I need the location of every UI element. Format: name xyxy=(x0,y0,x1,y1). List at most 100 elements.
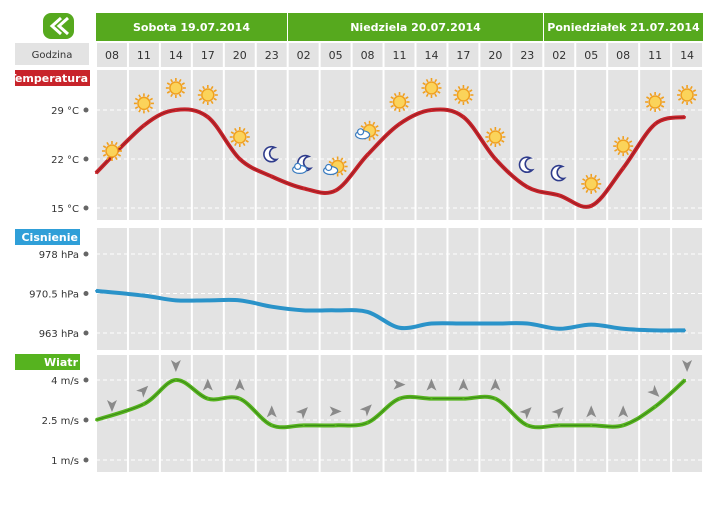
hour-label: 08 xyxy=(616,49,630,62)
temperature-point xyxy=(684,116,687,118)
pressure-point xyxy=(366,310,369,313)
wind-point xyxy=(494,397,497,400)
wind-direction-icon xyxy=(393,379,406,390)
day-header-bg xyxy=(544,13,703,41)
column-bg xyxy=(224,355,255,472)
pressure-point xyxy=(590,323,593,326)
column-bg xyxy=(608,228,639,350)
wind-direction-icon xyxy=(266,405,277,418)
column-bg xyxy=(672,355,703,472)
wind-direction-icon xyxy=(106,400,117,412)
hour-label: 17 xyxy=(201,49,215,62)
temperature-panel: Temperatura 29 °C 22 °C 15 °C xyxy=(9,70,703,220)
hour-label: 02 xyxy=(552,49,566,62)
pressure-point xyxy=(302,309,305,312)
tick-dot xyxy=(83,107,89,113)
wind-title: Wiatr xyxy=(44,356,79,369)
temperature-title-bg xyxy=(15,70,90,86)
hour-label: 20 xyxy=(488,49,502,62)
wind-point xyxy=(590,424,593,427)
sun-icon xyxy=(677,85,698,105)
column-bg xyxy=(224,228,255,350)
cloud-icon xyxy=(323,163,339,176)
column-bg xyxy=(416,228,447,350)
wind-direction-icon xyxy=(234,378,245,391)
column-bg xyxy=(544,70,575,220)
temperature-point xyxy=(654,123,657,125)
hour-label: 23 xyxy=(520,49,534,62)
temperature-point xyxy=(526,186,529,188)
hour-label: 14 xyxy=(680,49,694,62)
column-bg xyxy=(480,355,511,472)
hour-cell xyxy=(640,43,671,67)
y-tick-label: 4 m/s xyxy=(51,376,79,387)
pressure-point xyxy=(494,322,497,325)
wind-point xyxy=(334,424,337,427)
wind-direction-icon xyxy=(490,378,501,391)
pressure-point xyxy=(270,305,273,308)
temperature-point xyxy=(95,172,97,174)
y-tick-label: 15 °C xyxy=(51,204,79,215)
wind-panel: Wiatr 4 m/s 2.5 m/s 1 m/s xyxy=(15,354,703,472)
wind-direction-icon xyxy=(682,360,693,372)
pressure-point xyxy=(334,309,337,312)
wind-point xyxy=(238,397,241,400)
temperature-point xyxy=(142,124,145,127)
wind-point xyxy=(558,424,561,427)
hour-cell xyxy=(320,43,351,67)
hour-label: Godzina xyxy=(32,50,73,61)
sun-icon xyxy=(197,85,218,105)
temperature-title: Temperatura xyxy=(9,72,88,85)
pressure-point xyxy=(622,327,625,330)
column-bg xyxy=(160,228,191,350)
temperature-point xyxy=(430,109,433,111)
tick-dot xyxy=(83,377,89,383)
wind-direction-icon xyxy=(295,407,308,420)
hour-label: 05 xyxy=(584,49,598,62)
column-bg xyxy=(128,228,159,350)
sun-icon xyxy=(645,92,666,112)
y-tick-label: 963 hPa xyxy=(39,329,79,340)
column-bg xyxy=(512,70,543,220)
wind-point xyxy=(398,397,401,400)
tick-dot xyxy=(83,251,89,257)
y-tick-label: 2.5 m/s xyxy=(42,416,79,427)
wind-point xyxy=(142,403,145,405)
cloud-icon xyxy=(354,128,371,140)
hour-cell xyxy=(576,43,607,67)
tick-dot xyxy=(83,156,89,162)
hour-cell xyxy=(288,43,319,67)
wind-direction-icon xyxy=(618,405,629,418)
column-bg xyxy=(448,228,479,350)
hour-label: 23 xyxy=(265,49,279,62)
wind-direction-icon xyxy=(359,404,372,417)
pressure-point xyxy=(684,329,687,332)
hour-label: 02 xyxy=(297,49,311,62)
wind-direction-icon xyxy=(647,384,660,397)
pressure-point xyxy=(142,294,145,297)
hour-cell xyxy=(352,43,383,67)
temperature-point xyxy=(494,158,497,160)
temperature-point xyxy=(270,175,273,178)
sun-icon xyxy=(389,92,410,112)
wind-direction-icon xyxy=(519,407,532,420)
pressure-point xyxy=(206,299,209,302)
column-bg xyxy=(256,228,287,350)
temperature-point xyxy=(334,189,337,192)
tick-dot xyxy=(83,457,89,463)
pressure-point xyxy=(398,326,401,329)
pressure-point xyxy=(430,322,433,325)
wind-point xyxy=(622,424,625,427)
pressure-point xyxy=(174,299,177,302)
sun-icon xyxy=(101,141,122,161)
column-bg xyxy=(97,228,127,350)
chevron-double-left-icon xyxy=(49,16,69,36)
back-button[interactable] xyxy=(43,13,74,39)
day-header-bg xyxy=(96,13,287,41)
sun-icon xyxy=(165,78,186,98)
hour-label: 11 xyxy=(137,49,151,62)
wind-point xyxy=(462,397,465,400)
cloud-icon xyxy=(292,162,308,174)
hour-label: 11 xyxy=(648,49,662,62)
wind-direction-icon xyxy=(170,360,181,372)
